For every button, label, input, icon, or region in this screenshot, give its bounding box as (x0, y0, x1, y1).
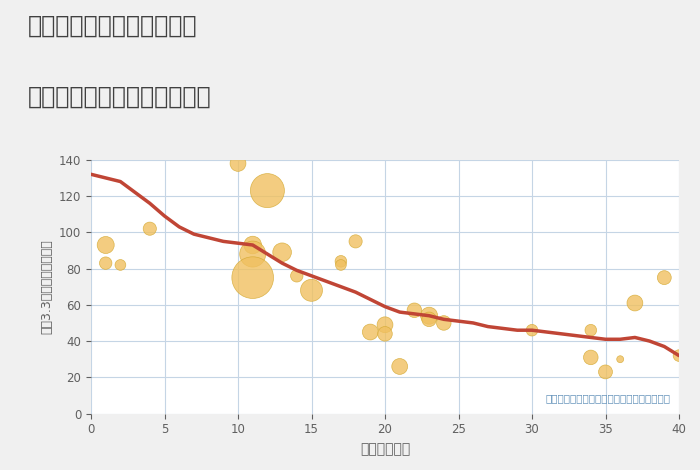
Point (379, 321, 391, 329)
Text: 奈良県奈良市三条宮前町の: 奈良県奈良市三条宮前町の (28, 14, 197, 38)
Point (262, 187, 273, 195)
Point (306, 287, 317, 294)
Point (659, 274, 670, 282)
Point (100, 241, 111, 249)
Point (585, 327, 596, 334)
Point (438, 319, 449, 327)
Point (629, 299, 641, 307)
Y-axis label: 坪（3.3㎡）単価（万円）: 坪（3.3㎡）単価（万円） (41, 239, 53, 334)
Point (350, 238, 361, 245)
Point (276, 249, 288, 256)
Point (291, 272, 302, 280)
Point (100, 259, 111, 267)
Point (247, 251, 258, 258)
Point (585, 353, 596, 361)
Point (379, 330, 391, 337)
Point (409, 306, 420, 314)
Point (673, 352, 685, 360)
Point (115, 261, 126, 269)
Point (247, 274, 258, 282)
Text: 円の大きさは、取引のあった物件面積を示す: 円の大きさは、取引のあった物件面積を示す (545, 393, 670, 403)
Text: 築年数別中古マンション価格: 築年数別中古マンション価格 (28, 85, 211, 109)
X-axis label: 築年数（年）: 築年数（年） (360, 442, 410, 456)
Point (335, 258, 346, 265)
Point (424, 315, 435, 323)
Point (394, 363, 405, 370)
Point (615, 355, 626, 363)
Point (335, 261, 346, 269)
Point (144, 225, 155, 233)
Point (600, 368, 611, 376)
Point (526, 327, 538, 334)
Point (232, 160, 244, 167)
Point (247, 241, 258, 249)
Point (424, 312, 435, 320)
Point (365, 328, 376, 336)
